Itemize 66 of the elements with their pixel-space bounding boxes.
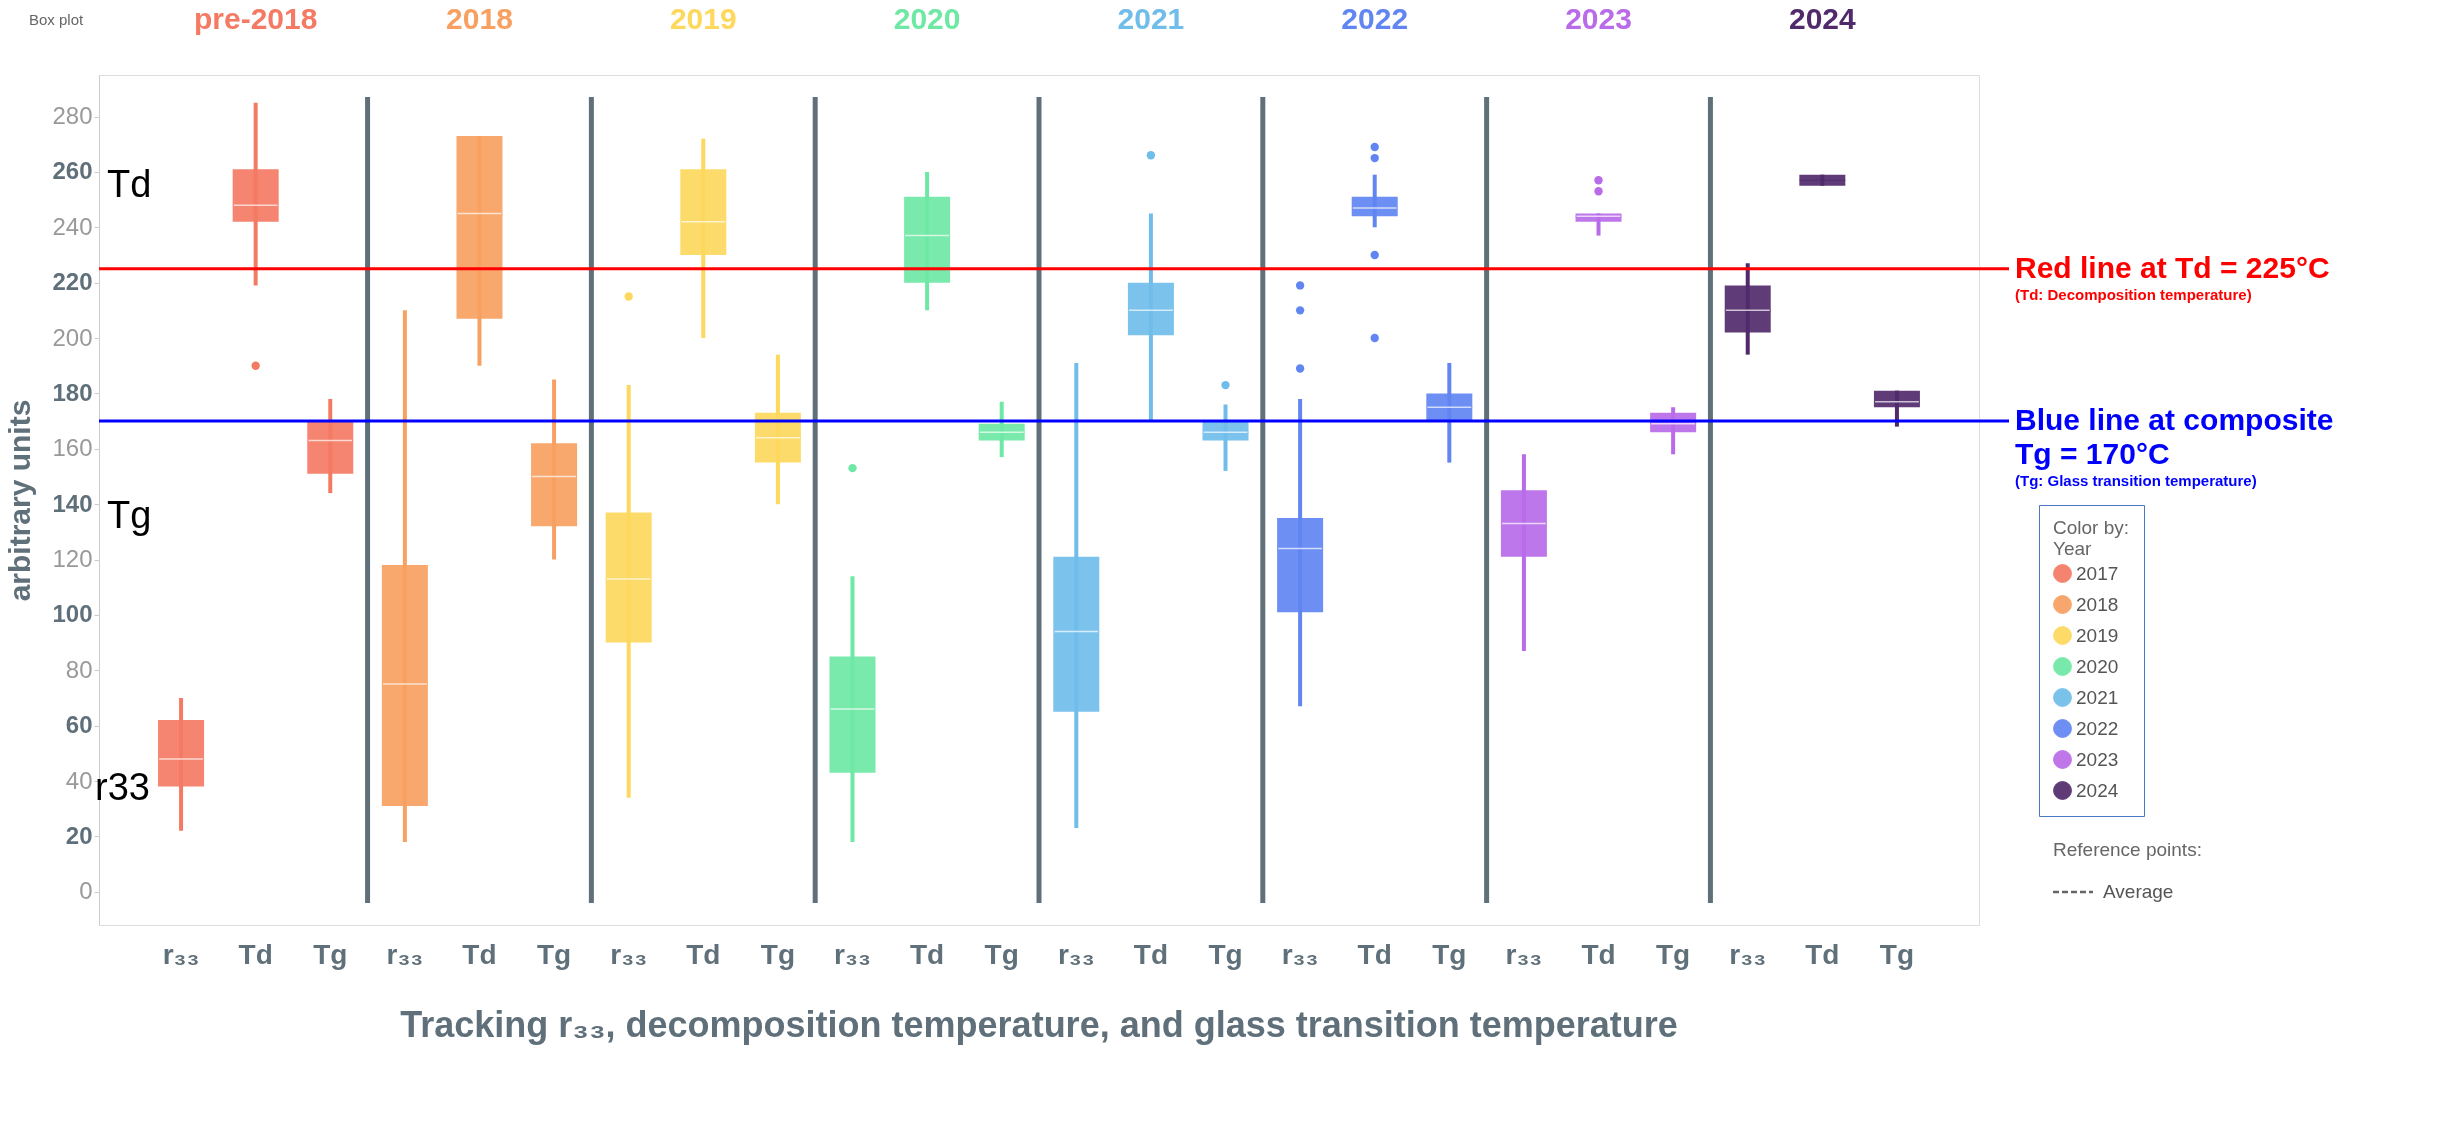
x-tick-label: Tg <box>760 938 795 970</box>
legend-label: 2019 <box>2076 624 2119 646</box>
text: 2020 <box>893 2 961 35</box>
x-tick-label: Tg <box>1656 938 1691 970</box>
text: Tracking r₃₃, decomposition temperature, and glass transition temperature <box>400 1004 1678 1045</box>
x-tick-label: r₃₃ <box>610 938 648 970</box>
x-tick-label: Td <box>1357 938 1392 970</box>
x-tick-label: Tg <box>984 938 1019 970</box>
ref-line-label: Blue line at composite Tg = 170°C (Tg: Glass transition temperature) <box>2015 403 2334 490</box>
x-tick-label: r₃₃ <box>1729 938 1767 970</box>
y-axis-title: arbitrary units <box>3 399 37 602</box>
x-tick-label: r₃₃ <box>834 938 871 970</box>
x-tick-label: Tg <box>313 938 348 970</box>
y-tick-label: 220 <box>52 268 93 296</box>
legend-title: Color by: Year <box>2053 517 2130 559</box>
annotation: r33 <box>95 766 150 808</box>
x-tick-label: Td <box>1581 938 1616 970</box>
text: Box plot <box>29 11 85 28</box>
y-tick-label: 40 <box>65 766 93 794</box>
x-tick-label: r₃₃ <box>1057 938 1095 970</box>
x-tick-label: Td <box>462 938 497 970</box>
text: 2021 <box>1117 2 1185 35</box>
y-tick-label: 0 <box>79 877 93 905</box>
y-tick-label: 240 <box>52 212 93 240</box>
text: 2019 <box>669 2 737 35</box>
x-tick-label: Tg <box>1879 938 1915 970</box>
annotation: Td <box>107 162 152 205</box>
y-tick-label: 160 <box>52 434 93 462</box>
x-tick-label: r₃₃ <box>1281 938 1319 970</box>
text: 2024 <box>1788 2 1857 35</box>
legend-label: 2023 <box>2076 748 2119 770</box>
x-tick-label: Td <box>1805 938 1840 970</box>
text: Reference points: <box>2053 839 2202 860</box>
x-tick-label: Tg <box>1208 938 1243 970</box>
legend-label: 2024 <box>2076 779 2119 801</box>
legend-label: 2022 <box>2076 717 2119 739</box>
text: pre-2018 <box>193 2 318 35</box>
y-tick-label: 200 <box>52 323 93 351</box>
x-tick-label: Tg <box>1432 938 1467 970</box>
x-tick-label: r₃₃ <box>162 938 200 970</box>
text: Average <box>2103 881 2174 902</box>
legend-label: 2018 <box>2076 593 2119 615</box>
x-tick-label: r₃₃ <box>1505 938 1543 970</box>
x-tick-label: Td <box>686 938 721 970</box>
x-tick-label: Td <box>909 938 945 970</box>
y-tick-label: 260 <box>52 157 93 185</box>
y-tick-label: 180 <box>52 378 93 406</box>
x-tick-label: Td <box>1133 938 1169 970</box>
x-tick-label: Td <box>238 938 273 970</box>
y-tick-label: 280 <box>52 102 93 130</box>
annotation: Tg <box>107 494 152 536</box>
x-tick-label: r₃₃ <box>386 938 424 970</box>
y-tick-label: 60 <box>65 711 93 739</box>
y-tick-label: 80 <box>65 655 93 683</box>
text: 2018 <box>446 2 513 35</box>
legend-label: 2021 <box>2076 686 2119 708</box>
x-tick-label: Tg <box>536 938 572 970</box>
y-tick-label: 120 <box>52 545 93 573</box>
ref-line-label: Red line at Td = 225°C (Td: Decomposition temperature) <box>2015 250 2330 303</box>
y-tick-label: 100 <box>52 600 93 628</box>
y-tick-label: 20 <box>65 821 93 849</box>
y-tick-label: 140 <box>52 489 93 517</box>
legend-label: 2017 <box>2076 562 2119 584</box>
text: 2022 <box>1341 2 1409 35</box>
text: 2023 <box>1565 2 1632 35</box>
legend-label: 2020 <box>2076 655 2119 677</box>
